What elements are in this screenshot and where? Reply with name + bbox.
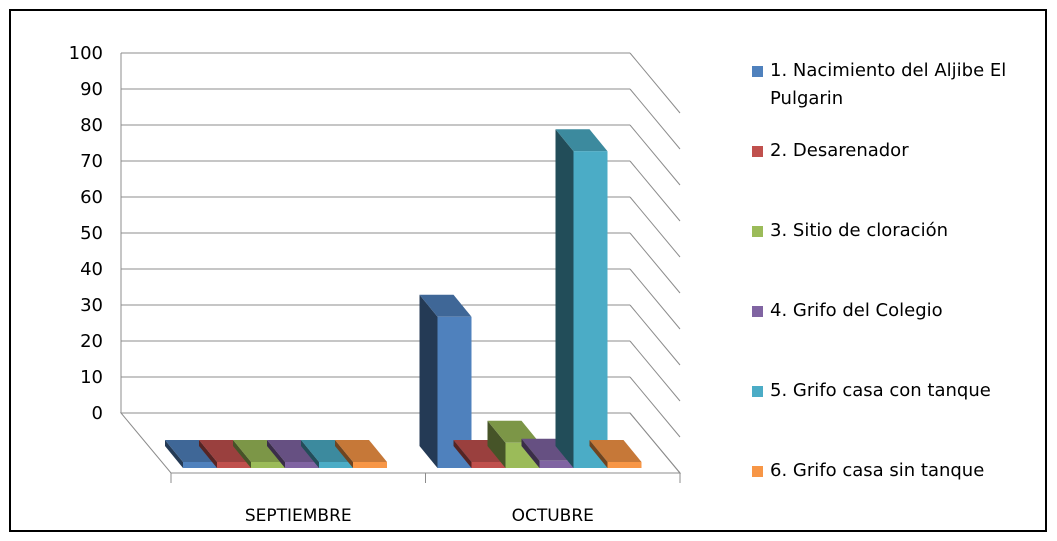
bar-front-face (183, 462, 217, 468)
bar (335, 440, 387, 468)
y-tick-label: 90 (80, 79, 103, 100)
y-tick-label: 60 (80, 187, 103, 208)
bar (199, 440, 251, 468)
bar (453, 440, 506, 468)
legend-label-line: Pulgarin (770, 88, 843, 109)
y-tick-label: 80 (80, 115, 103, 136)
legend-swatch (752, 466, 763, 477)
bar-side-face (301, 440, 319, 468)
bar (555, 129, 608, 468)
bar-top-face (165, 440, 217, 462)
gridline-side (629, 196, 681, 258)
legend-swatch (752, 66, 763, 77)
bar-side-face (335, 440, 353, 468)
gridline-side (629, 304, 681, 366)
y-tick-label: 50 (80, 223, 103, 244)
gridline-side (629, 268, 681, 330)
bar-top-face (521, 438, 574, 461)
bar-side-face (419, 294, 438, 468)
gridline-side (629, 52, 681, 114)
legend-swatch (752, 226, 763, 237)
legend-label: 2. Desarenador (770, 140, 909, 161)
bar-top-face (555, 129, 608, 152)
legend-label: 5. Grifo casa con tanque (770, 380, 991, 401)
bar-top-face (453, 440, 506, 462)
x-category-label: SEPTIEMBRE (245, 506, 352, 526)
bar-front-face (539, 460, 574, 468)
gridline-side (629, 124, 681, 186)
bar-top-face (301, 440, 353, 462)
bar-side-face (555, 129, 574, 468)
bar-top-face (335, 440, 387, 462)
bar-front-face (319, 462, 353, 468)
y-tick-label: 40 (80, 259, 103, 280)
gridline-side (629, 376, 681, 438)
bar-front-face (217, 462, 251, 468)
y-tick-label: 20 (80, 331, 103, 352)
bar (589, 440, 642, 468)
bar (521, 438, 574, 468)
bar-side-face (165, 440, 183, 468)
y-tick-label: 0 (92, 403, 103, 424)
bar-front-face (607, 462, 642, 468)
bar (267, 440, 319, 468)
bar-top-face (233, 440, 285, 462)
gridlines (121, 52, 681, 483)
x-category-label: OCTUBRE (512, 506, 594, 526)
bar (233, 440, 285, 468)
bar-side-face (199, 440, 217, 468)
legend-label-line: 1. Nacimiento del Aljibe El (770, 60, 1006, 81)
legend-label: 1. Nacimiento del Aljibe El Pulgarin (770, 60, 1006, 109)
gridline-side (629, 88, 681, 150)
legend-label: 3. Sitio de cloración (770, 220, 948, 241)
bar-front-face (573, 151, 608, 468)
gridline-side (629, 340, 681, 402)
gridline-side (629, 412, 681, 474)
bar-side-face (453, 440, 472, 468)
bar-top-face (267, 440, 319, 462)
bar-side-face (267, 440, 285, 468)
bar-front-face (285, 462, 319, 468)
legend-swatch (752, 306, 763, 317)
bar-top-face (589, 440, 642, 462)
bar-side-face (589, 440, 608, 468)
bar-front-face (471, 462, 506, 468)
bar-top-face (199, 440, 251, 462)
legend-label: 6. Grifo casa sin tanque (770, 460, 984, 481)
legend-label: 4. Grifo del Colegio (770, 300, 943, 321)
legend: 1. Nacimiento del Aljibe El Pulgarin 2. De… (752, 60, 1006, 481)
y-tick-label: 70 (80, 151, 103, 172)
bar-side-face (521, 438, 540, 468)
bar (165, 440, 217, 468)
y-tick-label: 100 (69, 43, 103, 64)
bar (301, 440, 353, 468)
bar-top-face (419, 294, 472, 317)
legend-swatch (752, 146, 763, 157)
gridline-side (629, 232, 681, 294)
x-axis-categories: SEPTIEMBRE OCTUBRE (245, 506, 594, 526)
bar-side-face (233, 440, 251, 468)
y-axis-ticks: 0 10 20 30 40 50 60 70 80 90 100 (69, 43, 103, 424)
gridline-side (629, 160, 681, 222)
y-tick-label: 10 (80, 367, 103, 388)
bar-top-face (487, 420, 540, 443)
bars (165, 129, 642, 468)
bar-front-face (251, 462, 285, 468)
bar-front-face (353, 462, 387, 468)
legend-swatch (752, 386, 763, 397)
y-tick-label: 30 (80, 295, 103, 316)
bar-side-face (487, 420, 506, 468)
